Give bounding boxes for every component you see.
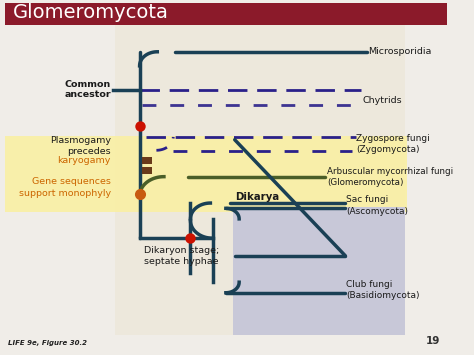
Text: Glomeromycota: Glomeromycota [13, 3, 168, 22]
Text: Gene sequences
support monophyly: Gene sequences support monophyly [18, 177, 111, 198]
Bar [115, 24, 405, 335]
Text: Club fungi
(Basidiomycota): Club fungi (Basidiomycota) [346, 280, 419, 300]
Text: Common
ancestor: Common ancestor [64, 80, 111, 99]
Text: Plasmogamy
precedes: Plasmogamy precedes [50, 136, 111, 156]
Text: Dikarya: Dikarya [235, 192, 279, 202]
Text: Microsporidia: Microsporidia [368, 47, 432, 56]
Text: 19: 19 [426, 335, 440, 345]
Bar [5, 136, 407, 212]
Text: Arbuscular mycorrhizal fungi
(Glomeromycota): Arbuscular mycorrhizal fungi (Glomeromyc… [327, 166, 453, 187]
Text: Sac fungi
(Ascomycota): Sac fungi (Ascomycota) [346, 196, 408, 215]
Text: Dikaryon stage;
septate hyphae: Dikaryon stage; septate hyphae [144, 246, 219, 266]
Bar [142, 167, 152, 174]
Text: Chytrids: Chytrids [362, 96, 402, 105]
Bar [5, 0, 447, 26]
Bar [142, 157, 152, 164]
Text: Zygospore fungi
(Zygomycota): Zygospore fungi (Zygomycota) [356, 134, 430, 154]
Bar [233, 207, 405, 335]
Text: LIFE 9e, Figure 30.2: LIFE 9e, Figure 30.2 [8, 339, 87, 345]
Text: karyogamy: karyogamy [57, 155, 111, 165]
